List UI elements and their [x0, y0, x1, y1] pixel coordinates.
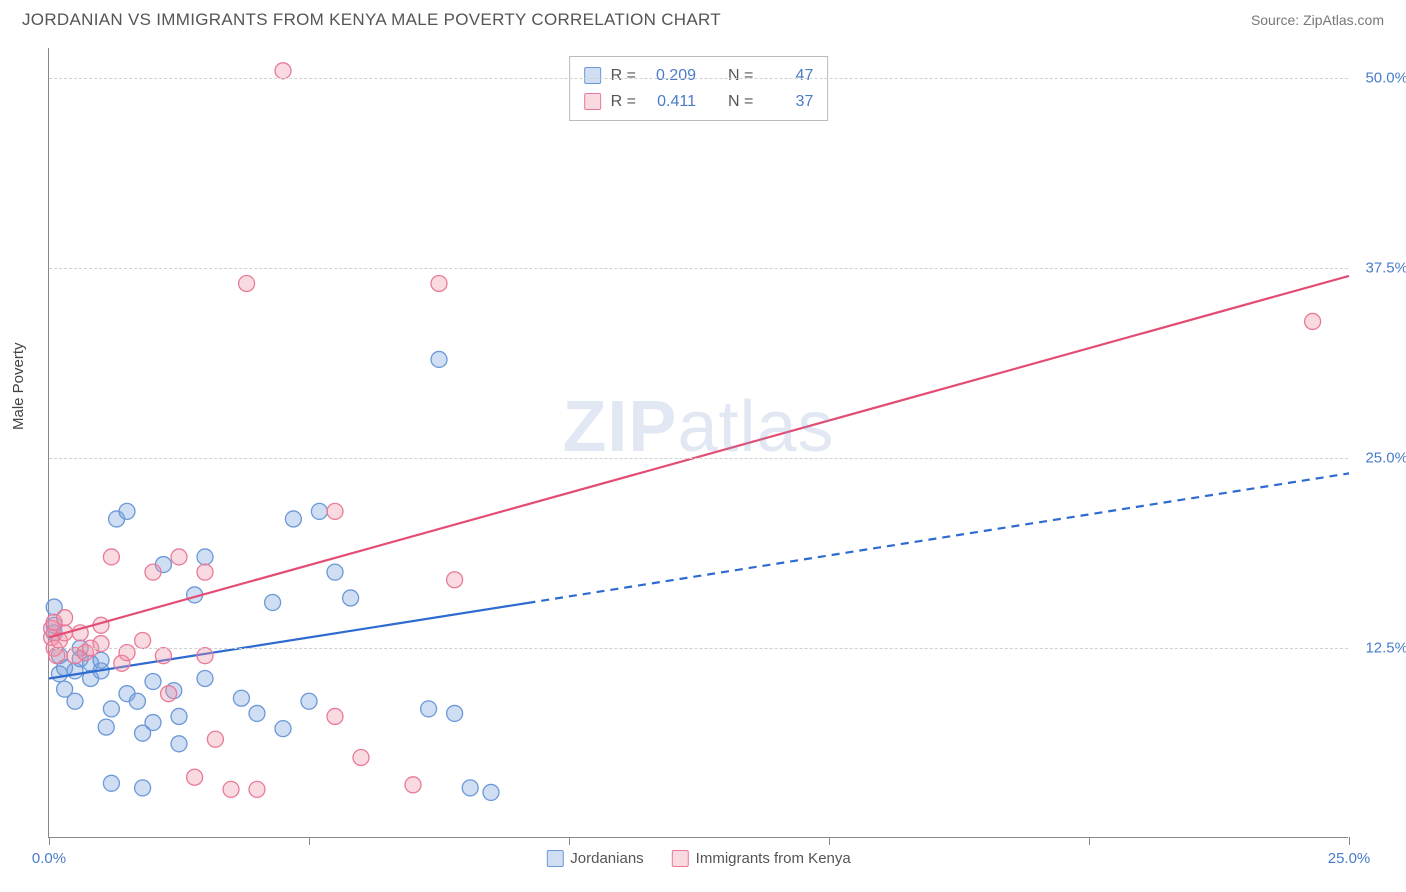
legend-swatch — [546, 850, 563, 867]
scatter-point — [265, 595, 281, 611]
legend-swatch — [584, 93, 601, 110]
scatter-point — [197, 648, 213, 664]
x-tick-label: 25.0% — [1328, 850, 1371, 867]
corr-r-label: R = — [611, 89, 636, 115]
scatter-point — [233, 690, 249, 706]
scatter-point — [421, 701, 437, 717]
corr-r-value: 0.209 — [646, 63, 696, 89]
series-legend: Jordanians Immigrants from Kenya — [546, 850, 850, 867]
scatter-point — [103, 701, 119, 717]
gridline — [49, 648, 1348, 649]
y-tick-label: 25.0% — [1365, 450, 1406, 467]
scatter-point — [145, 674, 161, 690]
scatter-point — [249, 781, 265, 797]
y-axis-label: Male Poverty — [10, 342, 27, 430]
scatter-point — [1305, 313, 1321, 329]
corr-n-label: N = — [728, 63, 753, 89]
scatter-point — [405, 777, 421, 793]
x-tick — [309, 837, 310, 845]
scatter-point — [187, 769, 203, 785]
scatter-point — [207, 731, 223, 747]
scatter-point — [161, 686, 177, 702]
scatter-point — [353, 749, 369, 765]
corr-legend-row: R = 0.209 N = 47 — [584, 63, 814, 89]
scatter-point — [119, 503, 135, 519]
legend-label: Immigrants from Kenya — [696, 850, 851, 867]
scatter-point — [275, 721, 291, 737]
scatter-point — [343, 590, 359, 606]
corr-n-value: 37 — [763, 89, 813, 115]
scatter-point — [301, 693, 317, 709]
scatter-point — [197, 564, 213, 580]
scatter-point — [447, 572, 463, 588]
chart-title: JORDANIAN VS IMMIGRANTS FROM KENYA MALE … — [22, 10, 721, 30]
correlation-legend: R = 0.209 N = 47 R = 0.411 N = 37 — [569, 56, 829, 121]
scatter-svg — [49, 48, 1348, 837]
x-tick — [829, 837, 830, 845]
scatter-point — [171, 736, 187, 752]
scatter-point — [483, 784, 499, 800]
scatter-point — [135, 780, 151, 796]
scatter-point — [239, 275, 255, 291]
corr-n-value: 47 — [763, 63, 813, 89]
x-tick — [1089, 837, 1090, 845]
scatter-point — [285, 511, 301, 527]
corr-n-label: N = — [728, 89, 753, 115]
gridline — [49, 268, 1348, 269]
scatter-point — [327, 503, 343, 519]
y-tick-label: 50.0% — [1365, 70, 1406, 87]
header: JORDANIAN VS IMMIGRANTS FROM KENYA MALE … — [0, 0, 1406, 38]
scatter-point — [103, 549, 119, 565]
scatter-point — [171, 708, 187, 724]
scatter-point — [57, 610, 73, 626]
scatter-point — [275, 63, 291, 79]
scatter-point — [171, 549, 187, 565]
scatter-point — [93, 636, 109, 652]
scatter-point — [155, 648, 171, 664]
scatter-point — [431, 351, 447, 367]
x-tick-label: 0.0% — [32, 850, 66, 867]
scatter-point — [49, 648, 65, 664]
trend-line — [49, 276, 1349, 638]
scatter-point — [327, 564, 343, 580]
corr-r-label: R = — [611, 63, 636, 89]
scatter-point — [98, 719, 114, 735]
x-tick — [569, 837, 570, 845]
scatter-point — [311, 503, 327, 519]
x-tick — [1349, 837, 1350, 845]
gridline — [49, 458, 1348, 459]
x-tick — [49, 837, 50, 845]
legend-swatch — [672, 850, 689, 867]
scatter-point — [135, 633, 151, 649]
scatter-point — [431, 275, 447, 291]
chart-plot-area: ZIPatlas R =0.209N =47R =0.411N =37 Jord… — [48, 48, 1348, 838]
source-attribution: Source: ZipAtlas.com — [1251, 12, 1384, 28]
scatter-point — [67, 693, 83, 709]
scatter-point — [223, 781, 239, 797]
scatter-point — [119, 645, 135, 661]
corr-r-value: 0.411 — [646, 89, 696, 115]
legend-item: Jordanians — [546, 850, 643, 867]
scatter-point — [129, 693, 145, 709]
legend-item: Immigrants from Kenya — [672, 850, 851, 867]
scatter-point — [103, 775, 119, 791]
corr-legend-row: R = 0.411 N = 37 — [584, 89, 814, 115]
scatter-point — [145, 564, 161, 580]
y-tick-label: 12.5% — [1365, 640, 1406, 657]
scatter-point — [462, 780, 478, 796]
legend-swatch — [584, 67, 601, 84]
scatter-point — [197, 549, 213, 565]
trend-line-extrapolated — [527, 473, 1349, 603]
scatter-point — [447, 705, 463, 721]
gridline — [49, 78, 1348, 79]
scatter-point — [145, 715, 161, 731]
scatter-point — [249, 705, 265, 721]
scatter-point — [327, 708, 343, 724]
y-tick-label: 37.5% — [1365, 260, 1406, 277]
scatter-point — [197, 670, 213, 686]
legend-label: Jordanians — [570, 850, 643, 867]
